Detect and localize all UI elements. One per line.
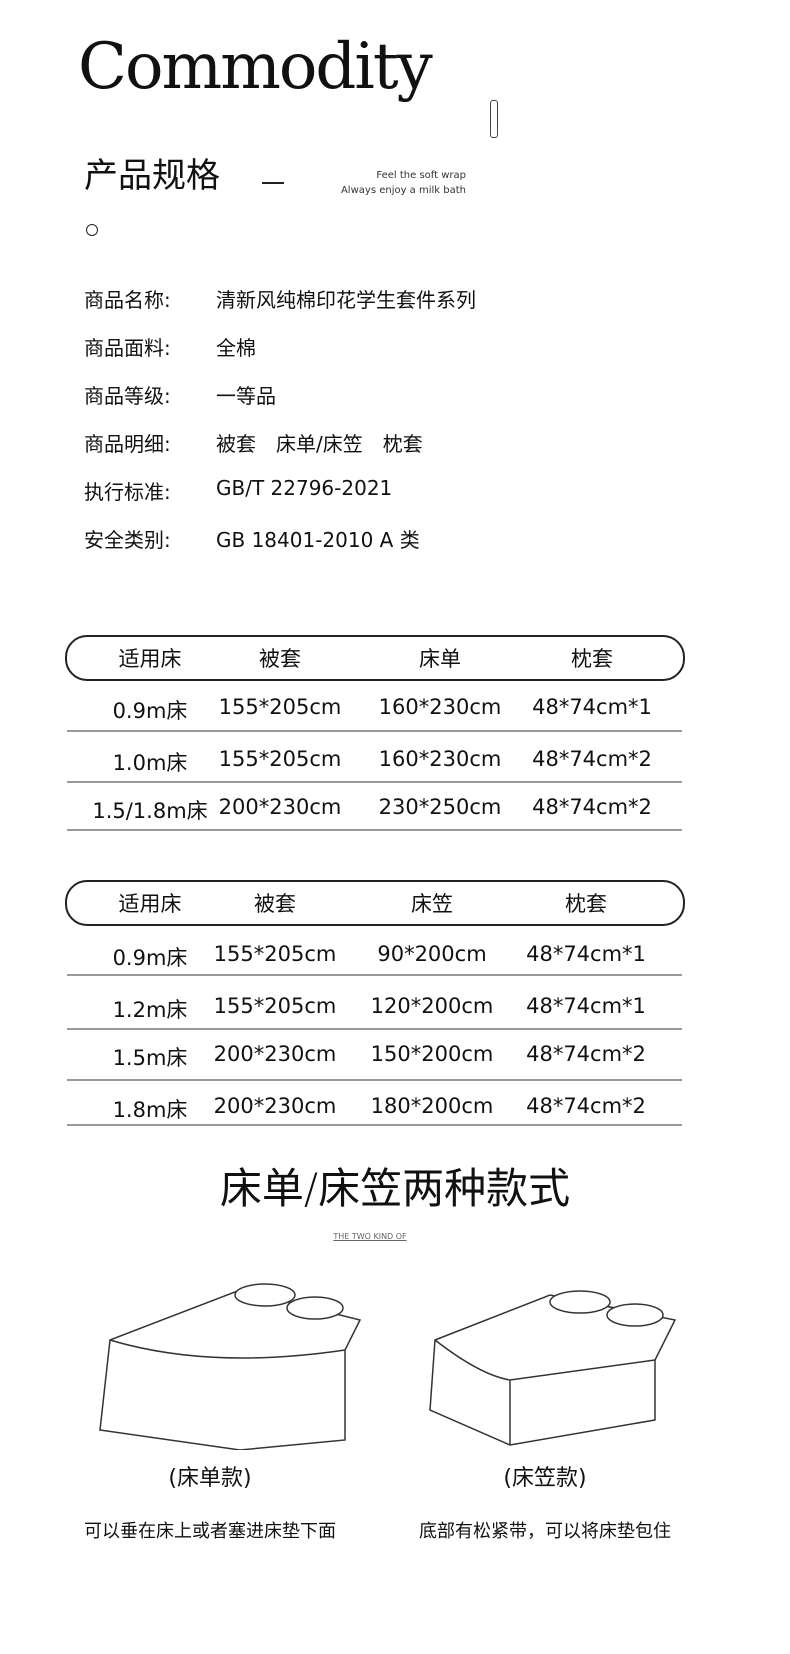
table-cell: 48*74cm*2 <box>532 747 652 771</box>
table-cell: 48*74cm*2 <box>526 1094 646 1118</box>
spec-value: 全棉 <box>216 336 256 360</box>
spec-row: 商品等级: 一等品 <box>84 380 276 409</box>
table-cell: 155*205cm <box>213 994 337 1018</box>
spec-value: GB/T 22796-2021 <box>216 476 393 500</box>
table2-header <box>65 880 685 926</box>
table-cell: 48*74cm*2 <box>532 795 652 819</box>
table-cell: 1.8m床 <box>112 1098 188 1122</box>
row-divider <box>67 829 682 831</box>
flat-sheet-desc: 可以垂在床上或者塞进床垫下面 <box>84 1521 336 1542</box>
row-divider <box>67 1028 682 1030</box>
spec-label: 商品名称: <box>84 288 171 312</box>
table-cell: 180*200cm <box>370 1094 494 1118</box>
fitted-sheet-illustration <box>429 1290 677 1446</box>
table-cell: 48*74cm*1 <box>526 994 646 1018</box>
column-header: 被套 <box>254 892 296 916</box>
row-divider <box>67 1079 682 1081</box>
spec-row: 商品名称: 清新风纯棉印花学生套件系列 <box>84 284 476 313</box>
table-cell: 48*74cm*2 <box>526 1042 646 1066</box>
table-cell: 230*250cm <box>378 795 502 819</box>
tagline-line: Always enjoy a milk bath <box>340 185 466 196</box>
table-cell: 90*200cm <box>377 942 487 966</box>
table-cell: 155*205cm <box>218 695 342 719</box>
spec-row: 商品面料: 全棉 <box>84 332 256 361</box>
spec-label: 商品明细: <box>84 432 171 456</box>
column-header: 被套 <box>259 647 301 671</box>
styles-title: 床单/床笠两种款式 <box>219 1164 571 1213</box>
spec-row: 商品明细: 被套 床单/床笠 枕套 <box>84 428 423 457</box>
table1-header <box>65 635 685 681</box>
flat-sheet-caption: (床单款) <box>168 1466 252 1491</box>
tagline-line: Feel the soft wrap <box>376 170 466 181</box>
column-header: 床单 <box>419 647 461 671</box>
spec-row: 执行标准: GB/T 22796-2021 <box>84 476 392 505</box>
spec-value: 清新风纯棉印花学生套件系列 <box>216 288 476 312</box>
circle-mark <box>86 224 98 236</box>
table-cell: 155*205cm <box>213 942 337 966</box>
table-cell: 200*230cm <box>213 1094 337 1118</box>
column-header: 适用床 <box>118 647 182 671</box>
spec-row: 安全类别: GB 18401-2010 A 类 <box>84 524 420 553</box>
row-divider <box>67 781 682 783</box>
fitted-sheet-caption: (床笠款) <box>503 1466 587 1491</box>
table-cell: 1.2m床 <box>112 998 188 1022</box>
column-header: 枕套 <box>571 647 613 671</box>
table-cell: 160*230cm <box>378 695 502 719</box>
fitted-sheet-desc: 底部有松紧带，可以将床垫包住 <box>419 1521 671 1542</box>
column-header: 适用床 <box>118 892 182 916</box>
table-cell: 0.9m床 <box>112 946 188 970</box>
column-header: 枕套 <box>565 892 607 916</box>
spec-value: 一等品 <box>216 384 276 408</box>
row-divider <box>67 1124 682 1126</box>
table-cell: 160*230cm <box>378 747 502 771</box>
table-cell: 1.0m床 <box>112 751 188 775</box>
table-cell: 200*230cm <box>218 795 342 819</box>
table-cell: 150*200cm <box>370 1042 494 1066</box>
decorative-dash <box>262 182 284 184</box>
table-cell: 120*200cm <box>370 994 494 1018</box>
spec-label: 执行标准: <box>84 480 171 504</box>
table-cell: 48*74cm*1 <box>526 942 646 966</box>
table-cell: 155*205cm <box>218 747 342 771</box>
table-cell: 0.9m床 <box>112 699 188 723</box>
row-divider <box>67 730 682 732</box>
spec-value: GB 18401-2010 A 类 <box>216 528 420 552</box>
spec-label: 商品等级: <box>84 384 171 408</box>
table-cell: 1.5m床 <box>112 1046 188 1070</box>
row-divider <box>67 974 682 976</box>
styles-subtitle: THE TWO KIND OF <box>333 1232 407 1241</box>
spec-label: 安全类别: <box>84 528 171 552</box>
section-heading: 产品规格 <box>84 156 220 196</box>
flat-sheet-illustration <box>99 1283 362 1450</box>
table-cell: 200*230cm <box>213 1042 337 1066</box>
table-cell: 1.5/1.8m床 <box>92 799 208 823</box>
table-cell: 48*74cm*1 <box>532 695 652 719</box>
spec-value: 被套 床单/床笠 枕套 <box>216 432 423 456</box>
spec-label: 商品面料: <box>84 336 171 360</box>
column-header: 床笠 <box>411 892 453 916</box>
commodity-title: Commodity <box>78 30 433 104</box>
tagline: Feel the soft wrap Always enjoy a milk b… <box>330 168 466 198</box>
decorative-bar <box>490 100 498 138</box>
